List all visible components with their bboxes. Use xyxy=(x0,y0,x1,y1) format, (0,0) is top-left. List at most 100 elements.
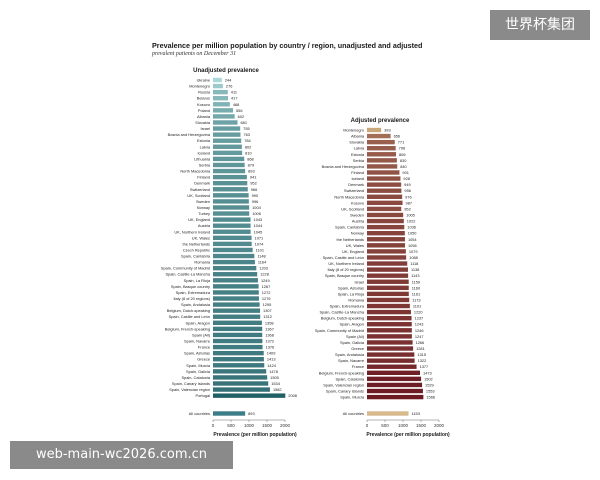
adjusted-value-label: 1247 xyxy=(415,334,424,339)
unadjusted-bar-spain-castile-and-le-n xyxy=(213,314,261,319)
adjusted-category-label: All countries xyxy=(343,411,364,416)
adjusted-x-tick-label: 0 xyxy=(366,423,369,428)
adjusted-bar-denmark xyxy=(367,182,402,187)
unadjusted-category-label: Spain, Aragon xyxy=(186,320,210,325)
unadjusted-bar-iceland xyxy=(213,150,243,156)
unadjusted-value-label: 1249 xyxy=(261,278,270,283)
unadjusted-value-label: 1043 xyxy=(254,217,263,222)
unadjusted-bar-uk-wales xyxy=(213,235,252,241)
unadjusted-bar-poland xyxy=(213,108,234,113)
adjusted-bar-spain-navarre xyxy=(367,358,415,363)
unadjusted-value-label: 1276 xyxy=(262,296,271,301)
unadjusted-category-label: Spain, Canary Islands xyxy=(172,381,210,386)
unadjusted-bar-spain-basque-country xyxy=(213,284,259,289)
unadjusted-value-label: 1478 xyxy=(269,369,278,374)
unadjusted-category-label: All countries xyxy=(189,411,210,416)
unadjusted-bar-spain-asturias xyxy=(213,350,264,356)
adjusted-bar-italy-8-of-20-regions xyxy=(367,267,408,272)
unadjusted-category-label: Slovakia xyxy=(195,120,211,125)
adjusted-chart-title: Adjusted prevalence xyxy=(351,118,410,124)
unadjusted-bar-bosnia-and-herzegovina xyxy=(213,132,241,137)
adjusted-value-label: 1153 xyxy=(412,411,420,416)
adjusted-value-label: 1266 xyxy=(416,340,425,345)
adjusted-bar-all-countries xyxy=(367,411,409,416)
unadjusted-value-label: 1358 xyxy=(265,320,274,325)
unadjusted-category-label: Greece xyxy=(197,357,210,362)
unadjusted-value-label: 1376 xyxy=(266,345,275,350)
adjusted-bar-israel xyxy=(367,279,409,284)
adjusted-bar-spain-extremadura xyxy=(367,303,410,309)
adjusted-value-label: 1079 xyxy=(409,249,418,254)
unadjusted-x-tick-label: 1500 xyxy=(262,423,273,428)
unadjusted-bar-denmark xyxy=(213,180,248,186)
adjusted-value-label: 1005 xyxy=(406,212,415,217)
unadjusted-bar-ukraine xyxy=(213,77,222,83)
unadjusted-bar-spain-murcia xyxy=(213,363,265,368)
adjusted-bar-france xyxy=(367,364,417,369)
unadjusted-category-label: UK, Scotland xyxy=(187,193,210,198)
unadjusted-bar-spain-valencian-region xyxy=(213,387,270,392)
unadjusted-category-label: Serbia xyxy=(199,162,211,167)
adjusted-value-label: 949 xyxy=(404,182,411,187)
unadjusted-value-label: 556 xyxy=(236,108,243,113)
unadjusted-value-label: 1312 xyxy=(263,314,272,319)
unadjusted-category-label: Russia xyxy=(198,90,211,95)
unadjusted-bar-greece xyxy=(213,357,264,362)
adjusted-category-label: France xyxy=(352,364,364,369)
adjusted-value-label: 976 xyxy=(405,194,412,199)
adjusted-bar-spain-la-rioja xyxy=(367,291,409,297)
unadjusted-category-label: Austria xyxy=(198,223,211,228)
unadjusted-bar-spain-castile-la-mancha xyxy=(213,272,258,277)
unadjusted-category-label: Belarus xyxy=(197,96,210,101)
adjusted-value-label: 1088 xyxy=(409,255,418,260)
adjusted-category-label: Spain, Canary Islands xyxy=(326,389,364,394)
adjusted-bar-uk-scotland xyxy=(367,206,402,212)
adjusted-bar-spain-valencian-region xyxy=(367,382,423,388)
unadjusted-bar-belarus xyxy=(213,96,229,101)
unadjusted-bar-norway xyxy=(213,205,250,210)
unadjusted-x-axis-label: Prevalence (per million population) xyxy=(213,432,297,438)
adjusted-category-label: Belgium, Dutch-speaking xyxy=(321,316,364,321)
adjusted-category-label: Finland xyxy=(351,170,364,175)
unadjusted-category-label: Spain, Catalonia xyxy=(181,375,210,380)
unadjusted-bar-belgium-french-speaking xyxy=(213,326,263,332)
unadjusted-category-label: Spain, Murcia xyxy=(186,363,211,368)
unadjusted-value-label: 810 xyxy=(245,150,252,155)
adjusted-category-label: Bosnia and Herzegovina xyxy=(322,164,365,169)
unadjusted-bar-estonia xyxy=(213,138,242,143)
adjusted-category-label: Spain, Castile and León xyxy=(323,255,364,260)
unadjusted-bar-spain-aragon xyxy=(213,320,262,325)
adjusted-value-label: 1281 xyxy=(416,346,425,351)
adjusted-bar-belgium-french-speaking xyxy=(367,370,421,375)
unadjusted-bar-uk-england xyxy=(213,217,251,222)
unadjusted-category-label: Denmark xyxy=(194,181,210,186)
unadjusted-value-label: 1368 xyxy=(265,332,274,337)
adjusted-bar-north-macedonia xyxy=(367,194,403,199)
adjusted-value-label: 1322 xyxy=(418,358,427,363)
adjusted-x-tick-label: 2000 xyxy=(434,423,445,428)
unadjusted-bar-lithuania xyxy=(213,156,245,162)
adjusted-category-label: Austria xyxy=(352,219,365,224)
watermark-bottom: web-main-wc2026.com.cn xyxy=(10,441,233,469)
unadjusted-category-label: Bosnia and Herzegovina xyxy=(168,132,211,137)
unadjusted-category-label: Spain (All) xyxy=(192,332,211,337)
unadjusted-chart-title: Unadjusted prevalence xyxy=(193,68,259,74)
unadjusted-bar-finland xyxy=(213,174,247,180)
adjusted-category-label: Latvia xyxy=(354,146,365,151)
adjusted-bar-serbia xyxy=(367,158,397,163)
unadjusted-value-label: 468 xyxy=(233,102,240,107)
adjusted-value-label: 1160 xyxy=(412,285,421,290)
unadjusted-category-label: Spain, Community of Madrid xyxy=(161,266,210,271)
adjusted-bar-spain-castile-la-mancha xyxy=(367,309,411,315)
adjusted-x-tick-label: 500 xyxy=(381,423,389,428)
adjusted-bar-norway xyxy=(367,230,405,236)
adjusted-chart: Adjusted prevalence Montenegro 393 Albania 6… xyxy=(315,118,450,438)
unadjusted-value-label: 2008 xyxy=(288,393,297,398)
adjusted-value-label: 393 xyxy=(384,128,391,133)
unadjusted-category-label: Spain, Asturias xyxy=(184,351,210,356)
unadjusted-category-label: Estonia xyxy=(197,138,211,143)
unadjusted-category-label: Israel xyxy=(200,126,210,131)
adjusted-value-label: 1143 xyxy=(411,273,419,278)
unadjusted-bar-turkey xyxy=(213,211,250,216)
